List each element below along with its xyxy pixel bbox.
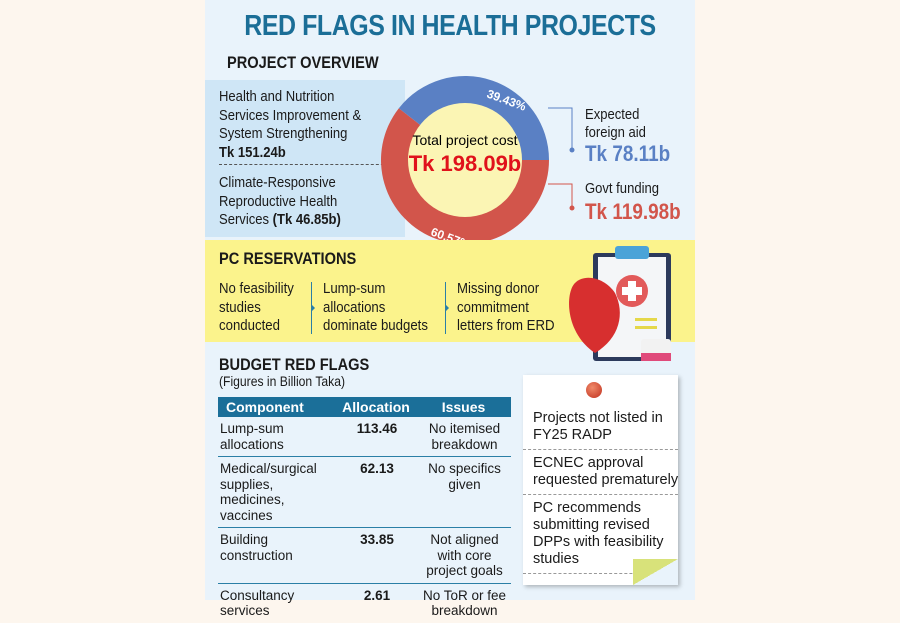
reservation-item: No feasibility studies conducted [219, 280, 294, 336]
separator-arrow [311, 282, 315, 334]
note-line: ECNEC approval [533, 455, 644, 471]
project-2-line: Reproductive Health [219, 193, 338, 210]
note-line: FY25 RADP [533, 427, 612, 443]
budget-heading: BUDGET RED FLAGS [219, 355, 370, 374]
project-2: Climate-Responsive Reproductive Health S… [219, 174, 341, 230]
cell-component: Medical/surgical supplies, medicines, va… [218, 456, 336, 528]
govt-funding-value: Tk 119.98b [585, 199, 681, 224]
reservation-line: No feasibility [219, 280, 294, 297]
budget-subtitle: (Figures in Billion Taka) [219, 374, 346, 389]
reservation-line: Missing donor [457, 280, 540, 297]
table-header: Component Allocation Issues [218, 397, 511, 417]
project-2-amount: (Tk 46.85b) [272, 212, 341, 228]
note-line: Projects not listed in [533, 410, 663, 426]
note-line: requested prematurely [533, 472, 679, 488]
column-header: Allocation [336, 397, 416, 417]
cell-allocation: 2.61 [336, 582, 416, 623]
column-header: Issues [416, 397, 511, 417]
budget-table: Component Allocation Issues Lump-sum all… [218, 397, 511, 623]
reservation-line: conducted [219, 317, 280, 334]
project-1-line: Services Improvement & [219, 107, 362, 124]
pushpin-icon [586, 382, 602, 398]
note-item: Projects not listed in FY25 RADP [523, 405, 678, 450]
leader-lines [548, 107, 575, 211]
project-2-line: Climate-Responsive [219, 175, 336, 191]
reservation-line: allocations [323, 298, 386, 316]
sticky-note: Projects not listed in FY25 RADP ECNEC ap… [523, 375, 678, 585]
table-row: Consultancy services 2.61 No ToR or fee br… [218, 582, 511, 623]
divider [219, 164, 394, 165]
note-item: PC recommends submitting revised DPPs with… [523, 495, 678, 574]
table-row: Building construction 33.85 Not aligned wi… [218, 527, 511, 583]
column-header: Component [218, 397, 336, 417]
project-2-line: Services [219, 212, 273, 228]
cell-allocation: 113.46 [356, 421, 398, 436]
center-label: Total project cost [412, 132, 517, 148]
reservation-line: dominate budgets [323, 317, 428, 334]
note-line: studies [533, 551, 579, 567]
projects-box [205, 80, 405, 237]
page-title: RED FLAGS IN HEALTH PROJECTS [244, 10, 656, 42]
project-1-line: Health and Nutrition [219, 89, 335, 105]
project-1-line: System Strengthening [219, 126, 348, 142]
foreign-aid-label-line: foreign aid [585, 125, 646, 141]
donut-center [408, 103, 522, 217]
separator-arrow [445, 282, 449, 334]
note-line: submitting revised [533, 517, 650, 533]
reservation-line: commitment [457, 298, 529, 316]
table-row: Medical/surgical supplies, medicines, va… [218, 456, 511, 528]
project-1-amount: Tk 151.24b [219, 144, 286, 161]
cell-allocation: 33.85 [336, 527, 416, 583]
cell-component: Consultancy services [218, 582, 336, 623]
foreign-aid-value: Tk 78.11b [585, 141, 671, 166]
foreign-aid-label: Expected foreign aid [585, 106, 646, 142]
reservation-item: Missing donor commitment letters from ERD [457, 280, 555, 336]
donut-chart: 39.43% 60.57% Total project cost Tk 198.… [380, 76, 549, 245]
cell-issue: No itemised breakdown [428, 421, 501, 452]
cell-component: Lump-sum allocations [220, 421, 284, 452]
project-1: Health and Nutrition Services Improvemen… [219, 88, 361, 162]
note-line: PC recommends [533, 500, 641, 516]
reservation-item: Lump-sum allocations dominate budgets [323, 280, 428, 336]
table-row: Lump-sum allocations 113.46 No itemised br… [218, 417, 511, 457]
clipboard-heart-illustration [569, 246, 671, 361]
cell-issue: No ToR or fee breakdown [416, 582, 511, 623]
cell-issue: Not aligned with core project goals [416, 527, 511, 583]
reservation-line: letters from ERD [457, 317, 555, 334]
foreign-aid-label-line: Expected [585, 107, 640, 123]
page-curl [633, 559, 678, 585]
note-line: DPPs with feasibility [533, 534, 664, 550]
govt-funding-label: Govt funding [585, 181, 660, 197]
reservations-heading: PC RESERVATIONS [219, 249, 357, 268]
note-item: ECNEC approval requested prematurely [523, 450, 678, 495]
center-value: Tk 198.09b [409, 151, 522, 176]
cell-allocation: 62.13 [336, 456, 416, 528]
reservation-line: Lump-sum [323, 280, 386, 297]
reservation-line: studies [219, 298, 261, 316]
cell-component: Building construction [218, 527, 336, 583]
cell-issue: No specifics given [416, 456, 511, 528]
overview-heading: PROJECT OVERVIEW [227, 53, 379, 72]
